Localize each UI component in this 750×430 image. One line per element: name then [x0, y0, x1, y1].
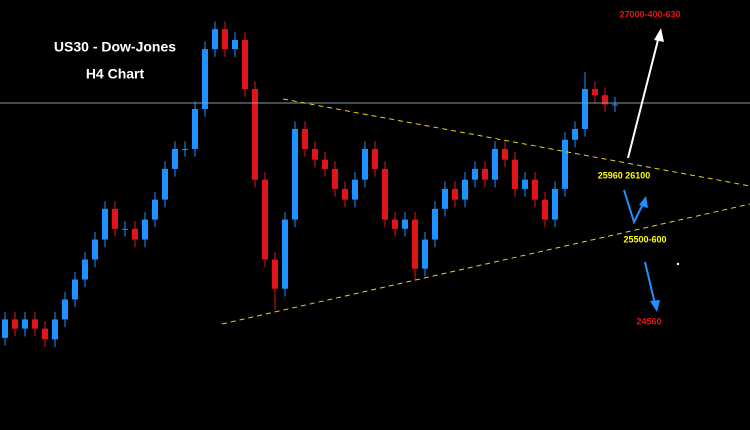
arrow-down [644, 261, 656, 305]
candle-body [162, 168, 168, 200]
candle-body [572, 129, 578, 140]
candle-body [72, 279, 78, 300]
candle-body [482, 168, 488, 180]
candle-body [602, 95, 608, 105]
candle-body [452, 188, 458, 200]
candle-body [12, 319, 18, 329]
candle-body [542, 199, 548, 220]
arrow-zigzag [623, 189, 645, 225]
candle-body [232, 39, 238, 50]
candle-body [612, 104, 618, 106]
candle-body [562, 139, 568, 189]
candle-body [92, 239, 98, 260]
candle-body [142, 219, 148, 240]
candles [2, 21, 618, 348]
arrow-head [654, 28, 664, 42]
candle-body [462, 179, 468, 200]
candle-body [492, 148, 498, 180]
candle-body [132, 228, 138, 240]
candle-body [82, 259, 88, 280]
candle-body [192, 109, 198, 149]
annotation: 25960 26100 [598, 170, 651, 180]
candle-body [222, 29, 228, 50]
candle-body [262, 179, 268, 260]
candle-body [352, 179, 358, 200]
candle-body [152, 199, 158, 220]
upper-trendline [282, 98, 750, 187]
candle-body [22, 319, 28, 329]
candle-body [102, 208, 108, 240]
chart-subtitle: H4 Chart [86, 66, 145, 82]
candle-body [322, 159, 328, 169]
candle-body [472, 168, 478, 180]
candle-body [592, 89, 598, 96]
arrow-head [639, 196, 648, 208]
candle-body [432, 208, 438, 240]
candle-body [272, 259, 278, 289]
candle-body [302, 129, 308, 149]
candle-body [402, 219, 408, 229]
candle-body [62, 299, 68, 320]
candle-body [372, 148, 378, 169]
candle-body [412, 219, 418, 269]
candle-body [532, 179, 538, 200]
candle-body [292, 129, 298, 220]
candle-body [522, 179, 528, 189]
candle-body [502, 148, 508, 160]
dot [676, 262, 680, 266]
candle-body [252, 89, 258, 180]
candle-body [552, 188, 558, 220]
candle-body [342, 188, 348, 200]
candle-body [42, 328, 48, 340]
candle-body [582, 89, 588, 129]
candle-body [32, 319, 38, 329]
candle-body [182, 148, 188, 150]
candle-body [362, 148, 368, 180]
annotation: 27000-400-630 [619, 9, 680, 19]
candle-body [512, 159, 518, 189]
candle-body [312, 148, 318, 160]
candle-body [202, 49, 208, 110]
lower-trendline [221, 203, 750, 325]
candle-body [382, 168, 388, 220]
chart-title: US30 - Dow-Jones [54, 39, 176, 55]
annotation: 25500-600 [623, 234, 666, 244]
candle-body [392, 219, 398, 229]
arrow-head [650, 300, 660, 312]
candle-body [242, 39, 248, 90]
candle-body [422, 239, 428, 269]
candle-body [2, 319, 8, 338]
candle-body [112, 208, 118, 229]
candle-body [282, 219, 288, 289]
candle-body [122, 228, 128, 230]
candle-body [52, 319, 58, 340]
candle-body [442, 188, 448, 209]
arrow-up [627, 35, 660, 159]
candle-body [172, 148, 178, 169]
candle-body [212, 29, 218, 50]
candle-body [332, 168, 338, 189]
annotation: 24560 [636, 316, 661, 326]
